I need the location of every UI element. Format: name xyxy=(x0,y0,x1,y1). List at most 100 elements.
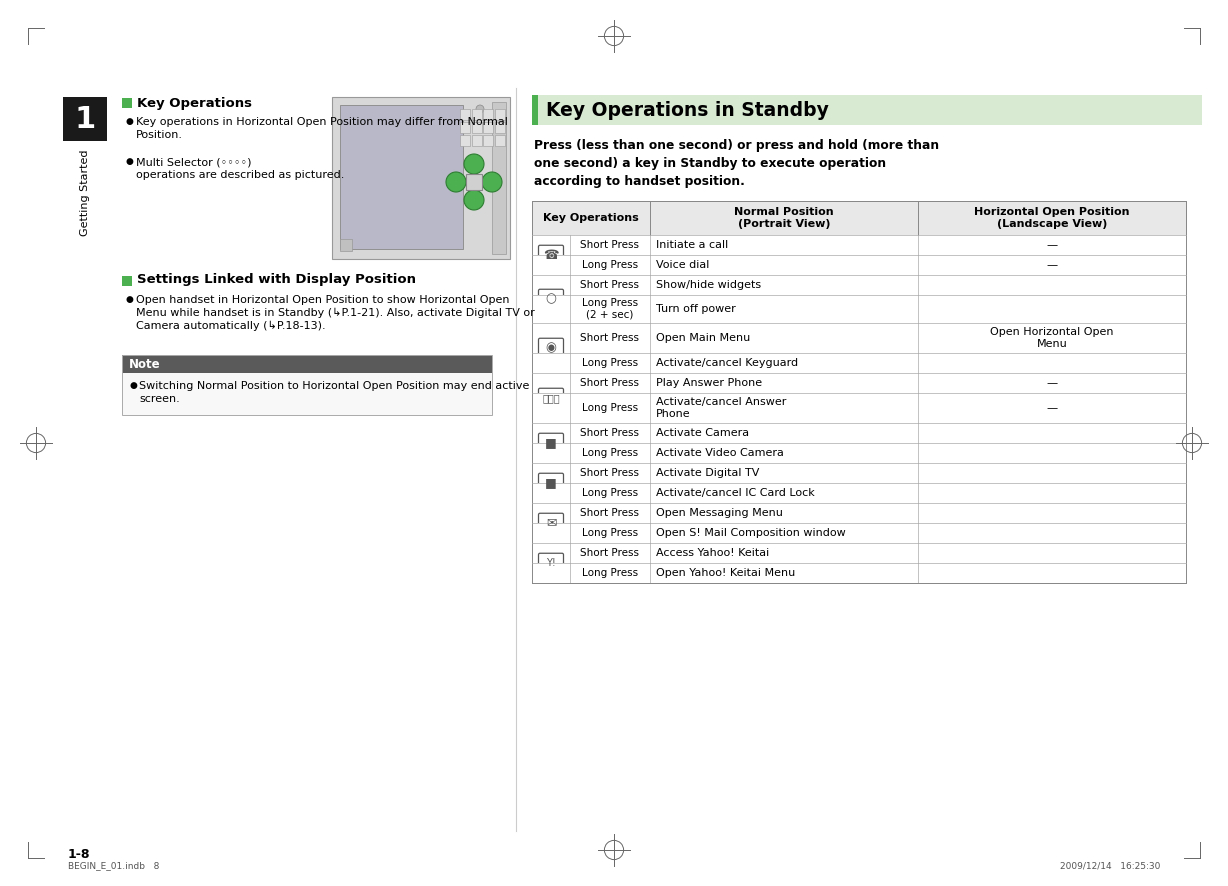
Text: Open S! Mail Composition window: Open S! Mail Composition window xyxy=(656,528,846,538)
Bar xyxy=(122,355,492,373)
Text: Long Press: Long Press xyxy=(582,528,639,538)
Text: Short Press: Short Press xyxy=(581,378,640,388)
Bar xyxy=(532,393,1186,423)
Circle shape xyxy=(476,105,484,113)
Bar xyxy=(532,523,1186,543)
Bar xyxy=(460,122,470,133)
Text: Turn off power: Turn off power xyxy=(656,304,736,314)
Text: Key Operations: Key Operations xyxy=(543,213,639,223)
Text: BEGIN_E_01.indb   8: BEGIN_E_01.indb 8 xyxy=(68,861,160,871)
Text: Show/hide widgets: Show/hide widgets xyxy=(656,280,761,290)
Bar xyxy=(495,109,505,120)
Bar xyxy=(532,373,1186,393)
Text: Open Main Menu: Open Main Menu xyxy=(656,333,750,343)
Text: Voice dial: Voice dial xyxy=(656,260,710,270)
Bar xyxy=(495,122,505,133)
Text: Press (less than one second) or press and hold (more than
one second) a key in S: Press (less than one second) or press an… xyxy=(534,139,939,188)
Bar xyxy=(122,373,492,415)
Text: Key operations in Horizontal Open Position may differ from Normal
Position.: Key operations in Horizontal Open Positi… xyxy=(136,117,508,140)
Text: Long Press: Long Press xyxy=(582,358,639,368)
Bar xyxy=(532,353,1186,373)
Text: Long Press: Long Press xyxy=(582,260,639,270)
Bar xyxy=(532,543,1186,563)
Text: Activate/cancel Keyguard: Activate/cancel Keyguard xyxy=(656,358,798,368)
Text: Key Operations: Key Operations xyxy=(138,97,252,110)
Text: Long Press
(2 + sec): Long Press (2 + sec) xyxy=(582,299,639,320)
Text: Activate/cancel IC Card Lock: Activate/cancel IC Card Lock xyxy=(656,488,814,498)
Bar xyxy=(532,323,1186,353)
Text: Multi Selector (◦◦◦◦)
operations are described as pictured.: Multi Selector (◦◦◦◦) operations are des… xyxy=(136,157,344,180)
Text: —: — xyxy=(1046,260,1057,270)
Bar xyxy=(332,97,510,259)
Text: ✉: ✉ xyxy=(545,517,556,530)
Text: ●: ● xyxy=(126,157,134,166)
Bar xyxy=(340,105,463,249)
Text: ■: ■ xyxy=(545,437,556,449)
Bar xyxy=(532,95,538,125)
Bar xyxy=(532,201,1186,583)
Bar xyxy=(122,98,131,108)
Circle shape xyxy=(483,172,502,192)
Text: ●: ● xyxy=(126,295,134,304)
Bar xyxy=(532,201,1186,235)
Text: —: — xyxy=(1046,378,1057,388)
Bar xyxy=(532,483,1186,503)
Bar xyxy=(532,463,1186,483)
Bar xyxy=(532,95,1202,125)
Bar xyxy=(465,174,483,190)
Bar xyxy=(492,102,506,254)
Bar xyxy=(532,235,1186,255)
Bar xyxy=(532,295,1186,323)
Bar xyxy=(495,135,505,146)
Bar xyxy=(472,122,481,133)
Text: ●: ● xyxy=(126,117,134,126)
Text: ■: ■ xyxy=(545,477,556,489)
Text: Open Horizontal Open
Menu: Open Horizontal Open Menu xyxy=(990,327,1114,349)
Text: —: — xyxy=(1046,240,1057,250)
Text: Short Press: Short Press xyxy=(581,508,640,518)
Text: Short Press: Short Press xyxy=(581,240,640,250)
Bar xyxy=(472,135,481,146)
Text: ○: ○ xyxy=(545,292,556,306)
Text: Short Press: Short Press xyxy=(581,428,640,438)
Bar xyxy=(122,276,131,286)
Text: Activate Video Camera: Activate Video Camera xyxy=(656,448,783,458)
Text: Normal Position
(Portrait View): Normal Position (Portrait View) xyxy=(734,207,834,229)
Bar xyxy=(532,201,1186,235)
Text: Note: Note xyxy=(129,357,161,370)
Text: Horizontal Open Position
(Landscape View): Horizontal Open Position (Landscape View… xyxy=(974,207,1130,229)
Text: —: — xyxy=(1046,403,1057,413)
Bar xyxy=(532,275,1186,295)
Bar xyxy=(532,563,1186,583)
Text: Short Press: Short Press xyxy=(581,468,640,478)
Text: Getting Started: Getting Started xyxy=(80,149,90,236)
Text: Key Operations in Standby: Key Operations in Standby xyxy=(546,100,829,120)
Bar xyxy=(532,423,1186,443)
Text: 1-8: 1-8 xyxy=(68,848,91,860)
Text: Open handset in Horizontal Open Position to show Horizontal Open
Menu while hand: Open handset in Horizontal Open Position… xyxy=(136,295,534,331)
Text: Activate Camera: Activate Camera xyxy=(656,428,749,438)
Text: Activate Digital TV: Activate Digital TV xyxy=(656,468,759,478)
Text: Short Press: Short Press xyxy=(581,333,640,343)
Text: Long Press: Long Press xyxy=(582,568,639,578)
Bar xyxy=(460,109,470,120)
Text: Activate/cancel Answer
Phone: Activate/cancel Answer Phone xyxy=(656,397,786,419)
Text: ●: ● xyxy=(129,381,136,390)
Text: ａｎｓ: ａｎｓ xyxy=(543,393,560,403)
Text: Long Press: Long Press xyxy=(582,488,639,498)
Text: Open Messaging Menu: Open Messaging Menu xyxy=(656,508,783,518)
Bar xyxy=(63,97,107,141)
Bar xyxy=(472,109,481,120)
Text: Settings Linked with Display Position: Settings Linked with Display Position xyxy=(138,274,416,286)
Bar xyxy=(532,443,1186,463)
Bar xyxy=(122,355,492,415)
Bar xyxy=(483,122,492,133)
Circle shape xyxy=(464,154,484,174)
Text: Initiate a call: Initiate a call xyxy=(656,240,728,250)
Bar xyxy=(532,255,1186,275)
Text: Short Press: Short Press xyxy=(581,280,640,290)
Text: Open Yahoo! Keitai Menu: Open Yahoo! Keitai Menu xyxy=(656,568,796,578)
Bar xyxy=(460,135,470,146)
Text: 2009/12/14   16:25:30: 2009/12/14 16:25:30 xyxy=(1060,861,1160,871)
Text: ☎: ☎ xyxy=(543,248,559,261)
